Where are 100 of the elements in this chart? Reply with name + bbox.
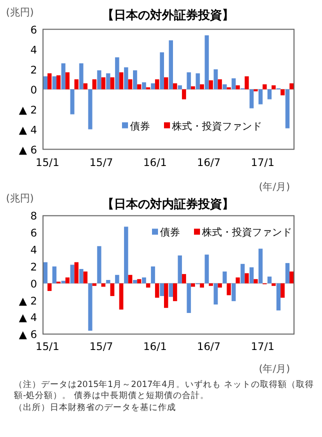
x-tick-label: 16/7 [197,341,221,353]
legend-label: 債券 [130,120,150,132]
bar [276,283,281,310]
bar [110,77,114,90]
bar [128,79,132,90]
bar [65,277,70,284]
bar [52,266,56,284]
bar [218,79,222,90]
bar [240,264,245,284]
bar [142,277,146,284]
bar [70,264,74,284]
bar [285,89,290,128]
bar [61,63,66,90]
bar [204,254,209,284]
y-tick-label: ▲ 2 [18,295,37,308]
bar [142,82,146,90]
bar [272,85,276,90]
bar [124,226,128,284]
text: （注）データは2015年1月～2017年4月。いずれも ネットの取得額（取得額-処分額）。 債券は中長期債と短期債の合計。 [14,380,314,402]
bar [226,283,231,296]
bar [150,266,156,284]
bar [214,283,218,304]
bar [101,77,106,90]
bar [186,72,191,90]
bar [88,89,92,130]
bar [172,283,178,302]
bar [168,283,173,297]
bar [222,272,227,284]
bar [250,89,254,108]
x-tick-label: 15/1 [36,157,60,169]
bar [106,73,110,90]
bar [232,78,236,90]
y-tick-label: 0 [30,84,37,96]
y-tick-label: 4 [30,44,38,56]
y-tick-label: 2 [30,64,37,76]
y-tick-label: 6 [30,228,38,240]
bar [150,83,156,90]
bar [262,84,267,90]
chart-title: 【日本の対外証券投資】 [102,8,234,22]
bar [115,274,120,284]
bar [79,63,84,90]
bar [186,283,191,313]
x-tick-label: 15/7 [89,341,114,353]
bar [178,255,182,284]
x-tick-label: 16/1 [143,341,167,353]
bar [168,40,173,90]
y-tick-label: 8 [30,210,37,223]
bar [208,283,213,286]
x-tick-label: 16/1 [143,157,167,169]
bar [88,283,92,331]
bar [172,83,178,90]
bar [133,70,138,90]
bar [115,57,120,90]
y-tick-label: ▲ 4 [18,312,38,324]
bar [61,280,66,284]
y-axis-title: (兆円) [6,6,34,18]
bar [272,283,276,286]
y-tick-label: ▲ 6 [18,329,38,342]
bar [155,79,160,90]
bar [97,70,102,90]
bar [200,283,204,288]
y-axis-title: (兆円) [6,192,34,205]
bar [182,89,186,100]
bar [214,69,218,90]
y-tick-label: 0 [30,278,37,290]
bar [200,84,204,90]
bar [65,72,70,90]
bar [190,86,196,90]
bar [124,67,128,90]
bar [244,76,249,90]
bar [83,272,88,284]
x-tick-label: 17/1 [250,157,274,169]
bar [290,272,294,284]
bar [97,246,102,284]
bar [79,268,84,284]
bar [43,262,48,284]
bar [119,283,124,310]
bar [236,277,240,284]
x-tick-label: 16/7 [197,157,221,169]
bar [70,89,74,114]
bar [74,79,78,90]
bar [119,72,124,90]
bar [160,52,164,90]
x-tick-label: 15/1 [36,341,60,353]
bar [196,73,200,90]
bar [74,262,78,284]
bar [155,283,160,298]
y-tick-label: ▲ 4 [18,124,38,136]
x-tick-label: 15/7 [89,157,114,169]
bar [92,283,96,286]
x-tick-label: 17/1 [250,341,274,353]
legend-label: 債券 [160,226,180,239]
bar [133,280,138,284]
bar [285,263,290,284]
y-tick-label: 2 [30,261,37,274]
bar [218,283,222,288]
legend-label: 株式・投資ファンド [201,226,292,239]
bar [178,85,182,90]
bar [232,283,236,302]
bar [47,283,52,291]
